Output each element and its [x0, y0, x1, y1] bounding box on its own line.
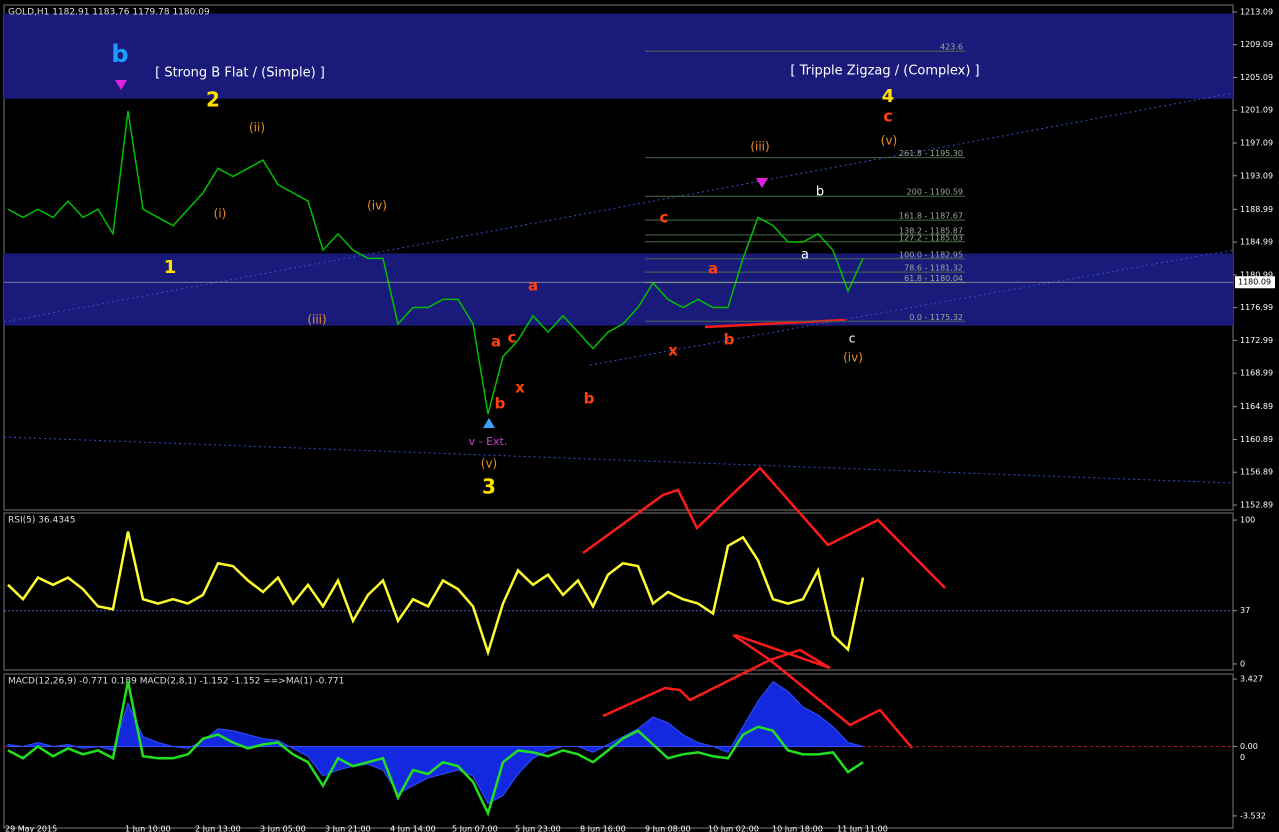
y-tick-label: 100	[1240, 516, 1255, 525]
wave-label: a	[528, 277, 538, 295]
wave-label: (iii)	[750, 140, 769, 154]
fib-label: 127.2 - 1185.03	[899, 233, 963, 242]
y-tick-label: 1152.89	[1240, 501, 1273, 510]
zero-label: 0	[1240, 753, 1245, 762]
wave-label: c	[849, 332, 856, 346]
fib-label: 138.2 - 1185.87	[899, 226, 963, 235]
wave-arrows	[115, 80, 768, 188]
wave-label: b	[111, 40, 128, 68]
x-tick-label: 1 Jun 10:00	[125, 825, 171, 832]
wave-label: 3	[482, 475, 496, 499]
wave-label: c	[660, 209, 669, 227]
y-tick-label: 1164.89	[1240, 402, 1273, 411]
wave-label: (iv)	[367, 199, 387, 213]
pane-title: RSI(5) 36.4345	[8, 516, 75, 526]
wave-label: [ Tripple Zigzag / (Complex) ]	[790, 64, 979, 79]
rsi-pane	[3, 512, 1234, 671]
trend-line	[589, 249, 1234, 366]
wave-label: b	[724, 331, 735, 349]
series-line	[7, 531, 865, 657]
wave-label: b	[495, 395, 506, 413]
x-tick-label: 3 Jun 05:00	[260, 825, 306, 832]
y-tick-label: -3.532	[1240, 811, 1266, 820]
wave-label: [ Strong B Flat / (Simple) ]	[155, 66, 325, 81]
y-tick-label: 1201.09	[1240, 106, 1273, 115]
x-tick-label: 5 Jun 23:00	[515, 825, 561, 832]
y-tick-label: 1197.09	[1240, 139, 1273, 148]
wave-label: (v)	[481, 457, 497, 471]
x-tick-label: 4 Jun 14:00	[390, 825, 436, 832]
y-tick-label: 1213.09	[1240, 7, 1273, 16]
series-line	[7, 110, 864, 415]
y-tick-label: 1209.09	[1240, 40, 1273, 49]
y-tick-label: 1184.99	[1240, 238, 1273, 247]
y-tick-label: 1168.99	[1240, 369, 1273, 378]
series-line	[7, 681, 864, 817]
y-tick-label: 1193.09	[1240, 171, 1273, 180]
macd-area	[7, 680, 864, 805]
y-tick-label: 1205.09	[1240, 73, 1273, 82]
trend-line	[3, 92, 1234, 323]
x-tick-label: 11 Jun 11:00	[837, 825, 888, 832]
x-tick-label: 2 Jun 13:00	[195, 825, 241, 832]
current-price-label: 1180.09	[1238, 278, 1271, 287]
wave-label: b	[816, 185, 824, 200]
wave-label: c	[508, 329, 517, 347]
wave-label: 2	[206, 88, 220, 112]
wave-arrow	[483, 418, 495, 428]
wave-label: a	[801, 248, 809, 263]
fib-label: 0.0 - 1175.32	[909, 313, 963, 322]
pane-title: GOLD,H1 1182.91 1183.76 1179.78 1180.09	[8, 8, 210, 18]
y-tick-label: 1180.99	[1240, 270, 1273, 279]
wave-label: (iii)	[307, 313, 326, 327]
y-tick-label: 1156.89	[1240, 468, 1273, 477]
wave-label: c	[883, 107, 892, 126]
y-tick-label: 1176.99	[1240, 303, 1273, 312]
wave-label: x	[668, 342, 678, 360]
wave-label: (ii)	[249, 121, 265, 135]
fib-label: 423.6	[940, 43, 963, 52]
wave-label: (i)	[214, 207, 227, 221]
y-tick-label: 1172.99	[1240, 336, 1273, 345]
wave-label: v - Ext.	[469, 435, 508, 448]
y-tick-label: 3.427	[1240, 675, 1263, 684]
wave-label: 4	[882, 86, 895, 107]
wave-label: x	[515, 379, 525, 397]
fib-label: 161.8 - 1187.67	[899, 212, 963, 221]
wave-label: a	[708, 260, 718, 278]
fib-label: 100.0 - 1182.95	[899, 250, 963, 259]
x-tick-label: 29 May 2015	[5, 825, 57, 832]
x-tick-label: 5 Jun 07:00	[452, 825, 498, 832]
x-tick-label: 10 Jun 18:00	[772, 825, 823, 832]
zone	[4, 13, 1233, 99]
wave-label: b	[584, 390, 595, 408]
fib-label: 261.8 - 1195.30	[899, 149, 963, 158]
y-tick-label: 0	[1240, 659, 1245, 668]
y-tick-label: 37	[1240, 606, 1250, 615]
y-tick-label: 0.00	[1240, 742, 1258, 751]
wave-label: 1	[164, 257, 177, 278]
x-tick-label: 9 Jun 08:00	[645, 825, 691, 832]
fib-label: 61.8 - 1180.04	[904, 274, 963, 283]
wave-label: (v)	[881, 134, 897, 148]
wave-label: a	[491, 333, 501, 351]
pane-title: MACD(12,26,9) -0.771 0.189 MACD(2,8,1) -…	[8, 677, 344, 687]
wave-label: (iv)	[843, 351, 863, 365]
fib-label: 78.6 - 1181.32	[904, 264, 963, 273]
fib-label: 200 - 1190.59	[907, 188, 963, 197]
zone	[4, 253, 1233, 326]
x-tick-label: 10 Jun 02:00	[708, 825, 759, 832]
x-tick-label: 8 Jun 16:00	[580, 825, 626, 832]
y-tick-label: 1160.89	[1240, 435, 1273, 444]
y-tick-label: 1188.99	[1240, 205, 1273, 214]
macd-pane	[3, 673, 1234, 829]
current-price-box	[1235, 276, 1275, 289]
x-tick-label: 3 Jun 21:00	[325, 825, 371, 832]
